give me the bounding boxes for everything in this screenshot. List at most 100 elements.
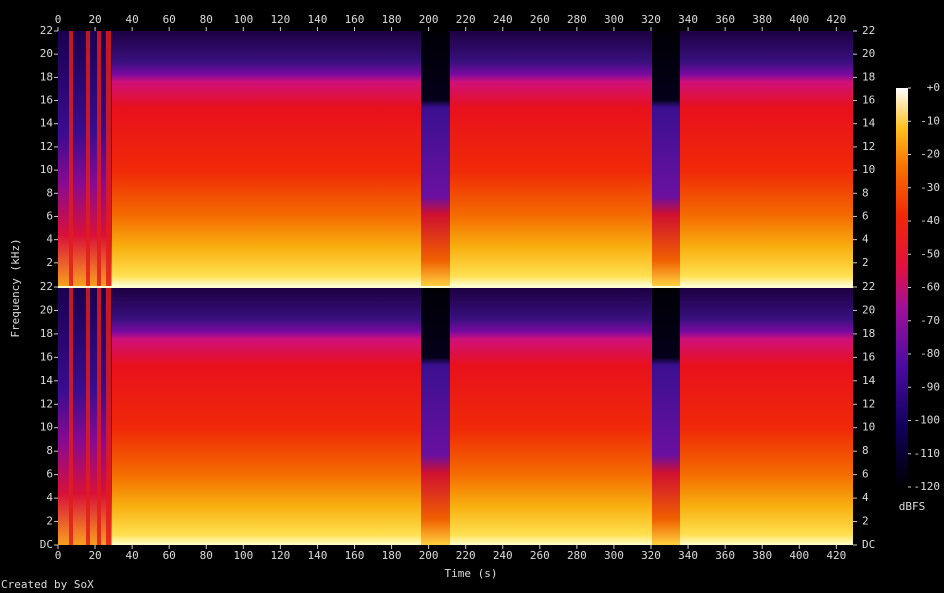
y-tick-label: 20 xyxy=(40,303,53,316)
y-tick-label: 22 xyxy=(862,24,875,37)
y-tick-label: 2 xyxy=(46,515,53,528)
y-tick-label: 4 xyxy=(46,491,53,504)
y-tick-label: 14 xyxy=(40,374,54,387)
x-tick-label: 400 xyxy=(789,13,809,26)
x-tick-label: 320 xyxy=(641,13,661,26)
y-tick-label: 6 xyxy=(46,209,53,222)
x-tick-label: 20 xyxy=(88,549,101,562)
x-tick-label: 180 xyxy=(382,549,402,562)
colorbar-tick-label: -90 xyxy=(920,380,940,393)
x-tick-label: 160 xyxy=(345,13,365,26)
x-tick-label: 220 xyxy=(456,13,476,26)
colorbar-tick-label: -110 xyxy=(914,447,941,460)
x-tick-label: 220 xyxy=(456,549,476,562)
x-tick-label: 80 xyxy=(200,549,213,562)
x-tick-label: 200 xyxy=(419,13,439,26)
y-tick-label: 16 xyxy=(862,94,875,107)
x-tick-label: 120 xyxy=(270,549,290,562)
channel-2-image xyxy=(58,288,853,545)
y-tick-label: 18 xyxy=(862,70,875,83)
y-tick-label: 6 xyxy=(46,468,53,481)
x-tick-label: 240 xyxy=(493,549,513,562)
colorbar-tick-label: -30 xyxy=(920,181,940,194)
colorbar-tick-label: -100 xyxy=(914,414,941,427)
intro-region xyxy=(58,31,112,286)
y-tick-label: 12 xyxy=(862,397,875,410)
x-tick-label: 400 xyxy=(789,549,809,562)
x-tick-label: 300 xyxy=(604,13,624,26)
y-tick-label: 4 xyxy=(46,233,53,246)
y-tick-label: 4 xyxy=(862,233,869,246)
x-tick-label: 280 xyxy=(567,549,587,562)
y-axis-label: Frequency (kHz) xyxy=(9,238,22,337)
colorbar-tick-label: -50 xyxy=(920,247,940,260)
y-tick-label: 10 xyxy=(40,163,53,176)
intro-region xyxy=(58,288,112,545)
quiet-region xyxy=(652,288,680,545)
x-tick-label: 100 xyxy=(233,13,253,26)
channel-divider xyxy=(58,286,853,288)
y-tick-label: 18 xyxy=(40,327,53,340)
y-tick-label: 12 xyxy=(862,140,875,153)
y-tick-label: 8 xyxy=(862,444,869,457)
x-tick-label: 340 xyxy=(678,13,698,26)
y-tick-label: DC xyxy=(862,538,875,551)
y-tick-label: 10 xyxy=(862,421,875,434)
x-tick-label: 140 xyxy=(308,13,328,26)
x-tick-label: 0 xyxy=(55,549,62,562)
y-tick-label: 12 xyxy=(40,397,53,410)
x-tick-label: 320 xyxy=(641,549,661,562)
y-tick-label: 10 xyxy=(862,163,875,176)
x-tick-label: 40 xyxy=(126,549,139,562)
y-tick-label: 4 xyxy=(862,491,869,504)
x-tick-label: 380 xyxy=(752,549,772,562)
spectrogram xyxy=(58,31,853,545)
x-tick-label: 80 xyxy=(200,13,213,26)
y-tick-label: 2 xyxy=(46,256,53,269)
y-tick-label: DC xyxy=(40,538,53,551)
quiet-region xyxy=(421,288,450,545)
colorbar-tick-label: -60 xyxy=(920,281,940,294)
x-tick-label: 140 xyxy=(308,549,328,562)
y-tick-label: 18 xyxy=(862,327,875,340)
y-tick-label: 20 xyxy=(862,303,875,316)
x-tick-label: 160 xyxy=(345,549,365,562)
y-tick-label: 22 xyxy=(40,280,53,293)
colorbar-tick-label: -120 xyxy=(914,480,941,493)
x-tick-label: 260 xyxy=(530,13,550,26)
y-tick-label: 6 xyxy=(862,209,869,222)
x-tick-label: 260 xyxy=(530,549,550,562)
x-tick-label: 60 xyxy=(163,13,176,26)
colorbar-tick-label: -70 xyxy=(920,314,940,327)
colorbar-tick-label: -10 xyxy=(920,114,940,127)
y-tick-label: 2 xyxy=(862,256,869,269)
x-axis-label: Time (s) xyxy=(445,567,498,580)
x-tick-label: 180 xyxy=(382,13,402,26)
y-tick-label: 16 xyxy=(40,94,53,107)
x-tick-label: 0 xyxy=(55,13,62,26)
colorbar-label: dBFS xyxy=(899,500,926,513)
y-tick-label: 14 xyxy=(862,117,876,130)
x-tick-label: 40 xyxy=(126,13,139,26)
x-tick-label: 380 xyxy=(752,13,772,26)
x-tick-label: 120 xyxy=(270,13,290,26)
x-tick-label: 360 xyxy=(715,549,735,562)
x-tick-label: 340 xyxy=(678,549,698,562)
colorbar-tick-label: -20 xyxy=(920,148,940,161)
x-tick-label: 240 xyxy=(493,13,513,26)
y-tick-label: 12 xyxy=(40,140,53,153)
x-tick-label: 20 xyxy=(88,13,101,26)
x-tick-label: 420 xyxy=(826,549,846,562)
y-tick-label: 16 xyxy=(862,350,875,363)
quiet-region xyxy=(652,31,680,286)
y-tick-label: 22 xyxy=(40,24,53,37)
colorbar-tick-label: -40 xyxy=(920,214,940,227)
y-tick-label: 20 xyxy=(862,47,875,60)
footer: Created by SoX xyxy=(1,578,94,591)
x-tick-label: 100 xyxy=(233,549,253,562)
y-tick-label: 22 xyxy=(862,280,875,293)
y-tick-label: 2 xyxy=(862,515,869,528)
y-tick-label: 16 xyxy=(40,350,53,363)
y-tick-label: 10 xyxy=(40,421,53,434)
